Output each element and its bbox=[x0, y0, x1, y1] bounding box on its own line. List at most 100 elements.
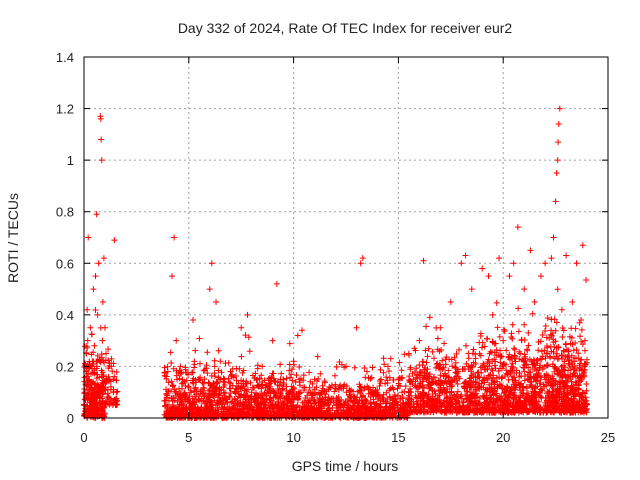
data-point bbox=[97, 398, 104, 405]
data-point bbox=[218, 401, 225, 408]
data-point bbox=[511, 377, 518, 384]
data-point bbox=[542, 260, 549, 267]
data-point bbox=[470, 378, 477, 385]
data-point bbox=[290, 358, 297, 365]
data-point bbox=[362, 401, 369, 408]
data-point bbox=[500, 326, 507, 333]
data-point bbox=[263, 407, 270, 414]
data-point bbox=[387, 355, 394, 362]
data-point bbox=[472, 387, 479, 394]
data-point bbox=[530, 366, 537, 373]
data-point bbox=[238, 377, 245, 384]
data-point bbox=[82, 381, 89, 388]
data-point bbox=[476, 401, 483, 408]
data-point bbox=[433, 397, 440, 404]
data-point bbox=[356, 409, 363, 416]
y-tick-label: 0.8 bbox=[56, 205, 74, 220]
data-point bbox=[99, 383, 106, 390]
data-point bbox=[97, 359, 104, 366]
data-point bbox=[476, 350, 483, 357]
data-point bbox=[91, 342, 98, 349]
data-point bbox=[448, 400, 455, 407]
data-point bbox=[217, 397, 224, 404]
data-point bbox=[242, 332, 249, 339]
data-point bbox=[167, 388, 174, 395]
data-point bbox=[456, 375, 463, 382]
data-point bbox=[445, 367, 452, 374]
data-point bbox=[112, 402, 119, 409]
data-point bbox=[424, 393, 431, 400]
data-point bbox=[165, 379, 172, 386]
data-point bbox=[167, 349, 174, 356]
data-point bbox=[350, 388, 357, 395]
data-point bbox=[576, 398, 583, 405]
data-point bbox=[510, 409, 517, 416]
data-point bbox=[182, 366, 189, 373]
data-point bbox=[239, 369, 246, 376]
data-point bbox=[553, 319, 560, 326]
data-point bbox=[316, 391, 323, 398]
data-point bbox=[505, 354, 512, 361]
data-point bbox=[503, 392, 510, 399]
data-point bbox=[560, 362, 567, 369]
data-point bbox=[108, 355, 115, 362]
data-point bbox=[544, 379, 551, 386]
data-point bbox=[459, 366, 466, 373]
data-point bbox=[383, 403, 390, 410]
data-point bbox=[192, 385, 199, 392]
data-point bbox=[88, 331, 95, 338]
data-point bbox=[92, 273, 99, 280]
data-point bbox=[309, 389, 316, 396]
data-point bbox=[441, 389, 448, 396]
data-point bbox=[445, 374, 452, 381]
data-point bbox=[189, 369, 196, 376]
data-point bbox=[525, 329, 532, 336]
data-point bbox=[405, 377, 412, 384]
data-point bbox=[568, 334, 575, 341]
data-point bbox=[476, 339, 483, 346]
data-point bbox=[482, 386, 489, 393]
x-tick-label: 25 bbox=[601, 430, 615, 445]
data-point bbox=[209, 411, 216, 418]
data-point bbox=[289, 395, 296, 402]
data-point bbox=[269, 406, 276, 413]
data-point bbox=[466, 408, 473, 415]
data-point bbox=[434, 360, 441, 367]
data-point bbox=[99, 298, 106, 305]
data-point bbox=[354, 404, 361, 411]
data-point bbox=[488, 407, 495, 414]
data-point bbox=[270, 375, 277, 382]
data-point bbox=[203, 405, 210, 412]
data-point bbox=[531, 398, 538, 405]
data-point bbox=[247, 401, 254, 408]
data-point bbox=[517, 387, 524, 394]
data-point bbox=[393, 399, 400, 406]
data-point bbox=[289, 366, 296, 373]
data-point bbox=[564, 391, 571, 398]
data-point bbox=[185, 384, 192, 391]
data-point bbox=[489, 311, 496, 318]
data-point bbox=[379, 394, 386, 401]
data-point bbox=[380, 355, 387, 362]
data-point bbox=[376, 393, 383, 400]
data-point bbox=[182, 413, 189, 420]
data-point bbox=[470, 346, 477, 353]
data-point bbox=[363, 408, 370, 415]
data-point bbox=[86, 397, 93, 404]
data-point bbox=[527, 399, 534, 406]
data-point bbox=[407, 366, 414, 373]
data-point bbox=[337, 382, 344, 389]
data-point bbox=[566, 409, 573, 416]
data-point bbox=[577, 333, 584, 340]
data-point bbox=[579, 389, 586, 396]
data-point bbox=[564, 406, 571, 413]
data-point bbox=[466, 402, 473, 409]
data-point bbox=[162, 369, 169, 376]
data-point bbox=[91, 399, 98, 406]
data-point bbox=[425, 397, 432, 404]
data-point bbox=[509, 335, 516, 342]
data-point bbox=[254, 365, 261, 372]
data-point bbox=[350, 399, 357, 406]
data-point bbox=[227, 389, 234, 396]
data-point bbox=[102, 379, 109, 386]
